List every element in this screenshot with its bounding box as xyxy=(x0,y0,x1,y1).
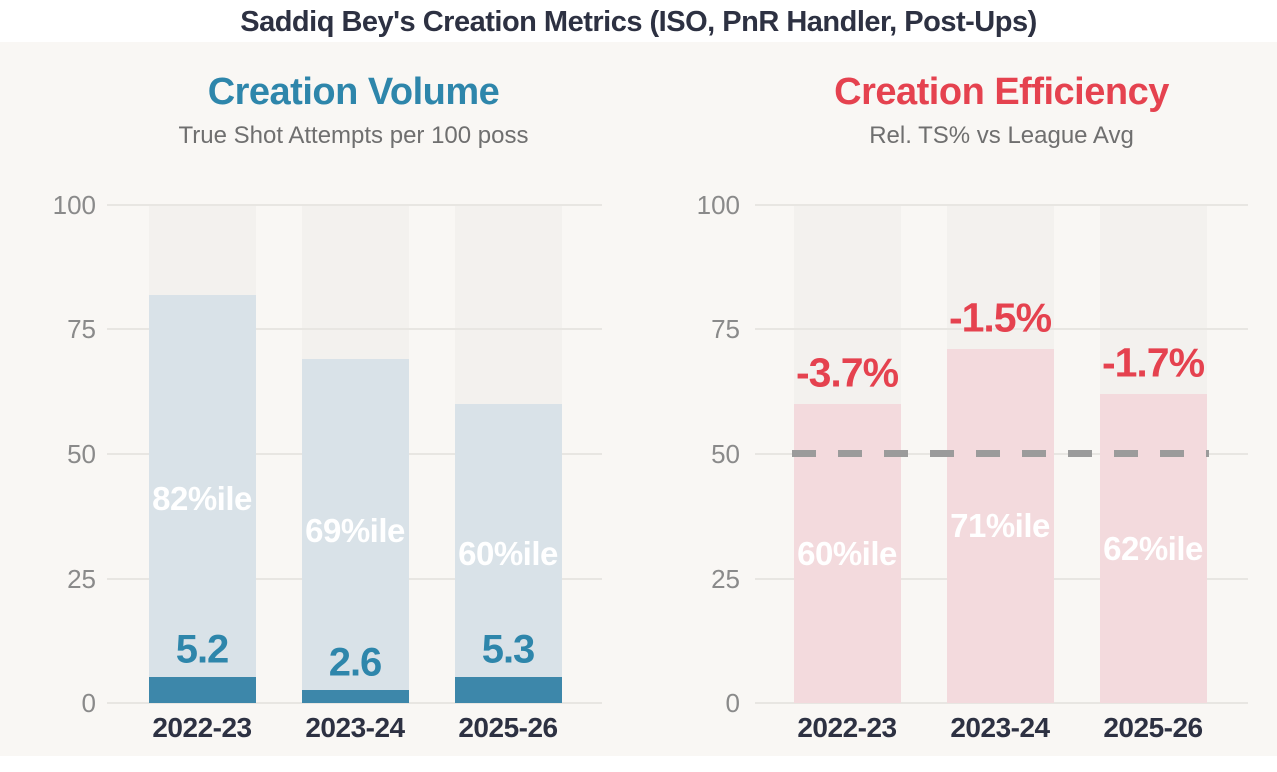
percentile-bar xyxy=(946,349,1054,703)
league-average-reference-line xyxy=(791,450,1209,457)
value-bar xyxy=(148,677,256,703)
y-tick-label: 75 xyxy=(711,314,740,344)
percentile-label: 62%ile xyxy=(1103,529,1203,567)
percentile-bar xyxy=(454,404,562,703)
right-chart-subtitle: Rel. TS% vs League Avg xyxy=(869,122,1134,149)
x-category-label: 2023-24 xyxy=(950,712,1050,743)
footer-band xyxy=(0,756,1277,772)
header-band xyxy=(0,0,1277,42)
gridline-y100 xyxy=(755,204,1248,206)
percentile-label: 60%ile xyxy=(458,534,558,572)
x-category-label: 2025-26 xyxy=(458,712,558,743)
x-category-label: 2022-23 xyxy=(797,712,897,743)
y-tick-label: 75 xyxy=(67,314,96,344)
gridline-y75 xyxy=(107,328,602,330)
figure-title: Saddiq Bey's Creation Metrics (ISO, PnR … xyxy=(240,6,1037,38)
value-label: 2.6 xyxy=(328,640,383,685)
left-chart-subtitle: True Shot Attempts per 100 poss xyxy=(178,122,529,149)
percentile-bar xyxy=(1099,394,1207,703)
percentile-label: 82%ile xyxy=(152,479,252,517)
percentile-label: 60%ile xyxy=(797,534,897,572)
y-tick-label: 0 xyxy=(81,688,96,718)
value-bar xyxy=(301,690,409,703)
gridline-y0 xyxy=(755,702,1248,704)
y-tick-label: 50 xyxy=(711,439,740,469)
gridline-y100 xyxy=(107,204,602,206)
value-label: 5.2 xyxy=(175,627,230,672)
y-tick-label: 100 xyxy=(696,190,740,220)
gridline-y0 xyxy=(107,702,602,704)
left-chart-title: Creation Volume xyxy=(207,71,500,113)
y-tick-label: 25 xyxy=(67,564,96,594)
gridline-y75 xyxy=(755,328,1248,330)
y-tick-label: 50 xyxy=(67,439,96,469)
percentile-bar xyxy=(148,294,256,703)
rel-ts-label: -1.5% xyxy=(948,294,1052,341)
x-category-label: 2023-24 xyxy=(305,712,405,743)
percentile-label: 69%ile xyxy=(305,512,405,550)
percentile-label: 71%ile xyxy=(950,507,1050,545)
percentile-bar xyxy=(301,359,409,703)
value-bar xyxy=(454,676,562,703)
y-tick-label: 0 xyxy=(725,688,740,718)
y-tick-label: 25 xyxy=(711,564,740,594)
x-category-label: 2025-26 xyxy=(1103,712,1203,743)
rel-ts-label: -1.7% xyxy=(1101,339,1205,386)
y-tick-label: 100 xyxy=(52,190,96,220)
value-label: 5.3 xyxy=(481,627,536,672)
x-category-label: 2022-23 xyxy=(152,712,252,743)
right-chart-title: Creation Efficiency xyxy=(834,71,1169,113)
rel-ts-label: -3.7% xyxy=(795,349,899,396)
